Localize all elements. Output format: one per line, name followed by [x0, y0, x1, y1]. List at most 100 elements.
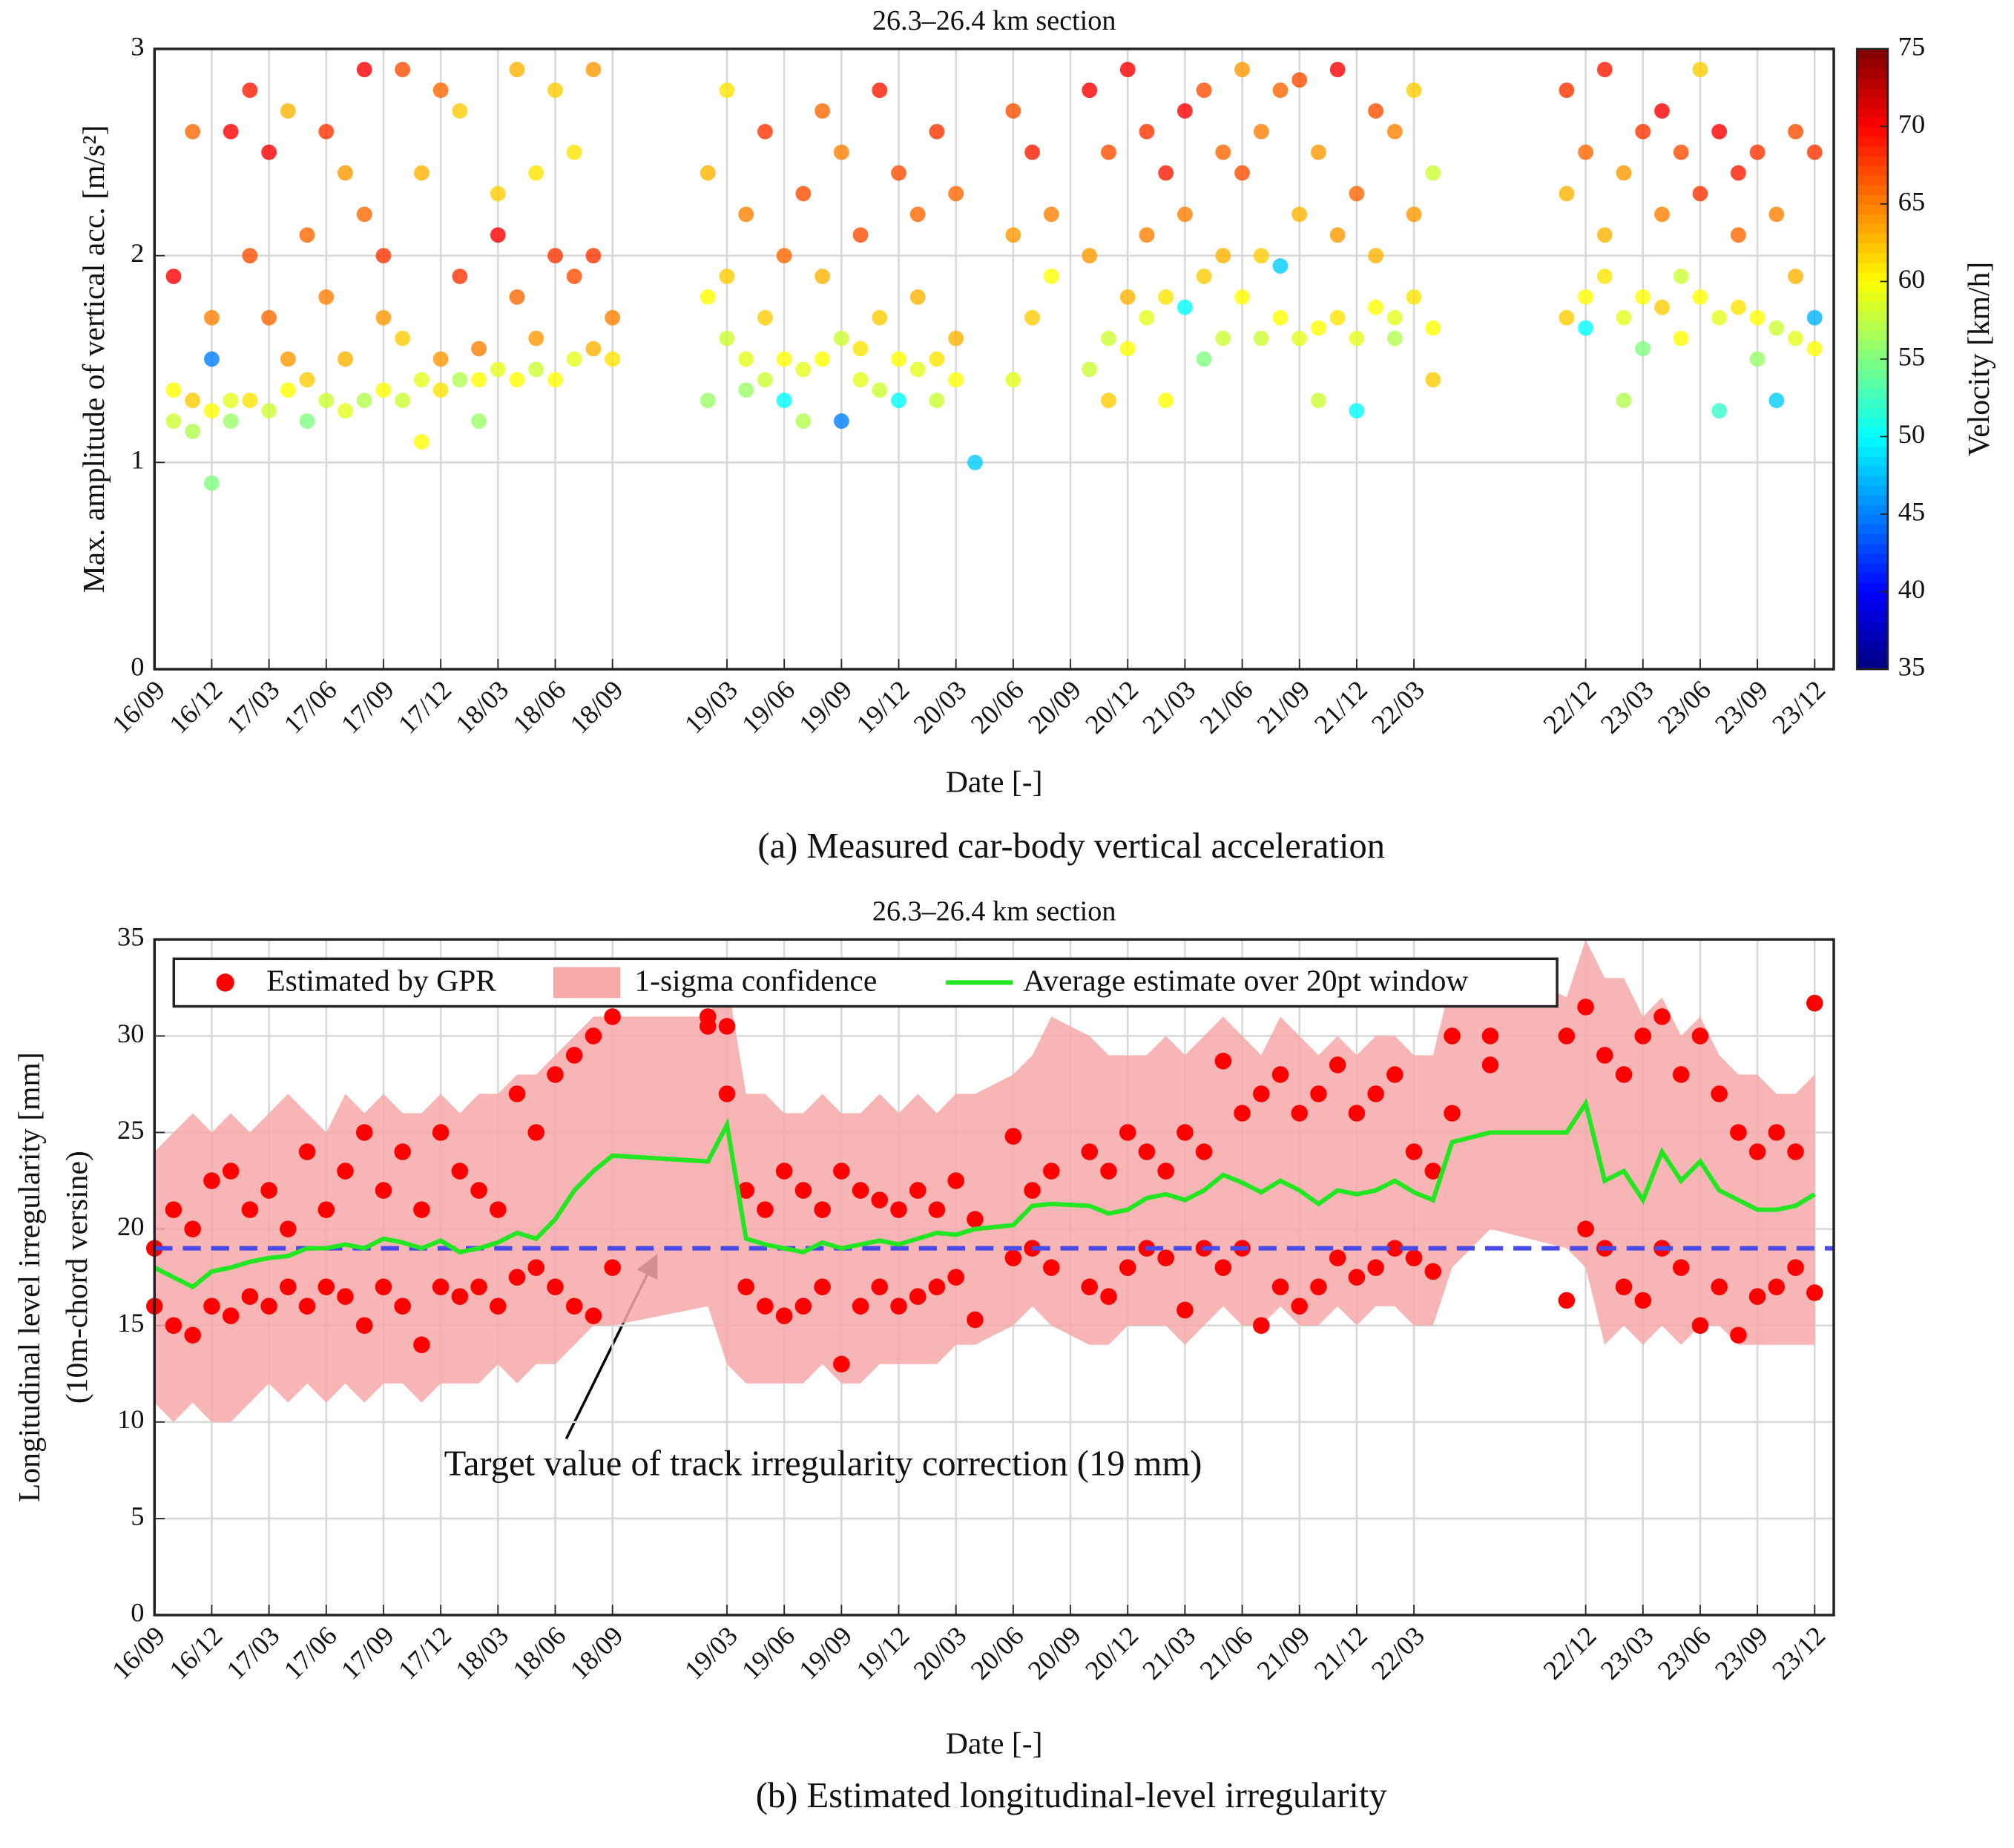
- point: [1349, 330, 1365, 346]
- point: [1635, 289, 1651, 305]
- legend-symbol: [553, 967, 621, 999]
- y-tick-label: 25: [117, 1115, 144, 1145]
- point: [470, 1182, 487, 1199]
- point: [1367, 1085, 1384, 1102]
- point: [605, 351, 621, 367]
- colorbar-slice: [1857, 339, 1888, 350]
- point: [280, 382, 296, 398]
- point: [298, 1143, 316, 1160]
- point: [1329, 62, 1346, 78]
- point: [1748, 1143, 1766, 1160]
- colorbar-slice: [1857, 582, 1888, 593]
- point: [1558, 1027, 1576, 1045]
- chart-title: 26.3–26.4 km section: [872, 895, 1116, 927]
- point: [1654, 206, 1670, 223]
- colorbar-slice: [1857, 88, 1888, 99]
- point: [967, 1311, 984, 1329]
- point: [852, 341, 869, 357]
- colorbar-slice: [1857, 107, 1888, 118]
- point: [757, 1298, 774, 1315]
- point: [1272, 258, 1289, 274]
- colorbar-slice: [1857, 398, 1888, 409]
- point: [1234, 62, 1250, 78]
- point: [890, 1201, 907, 1218]
- point: [967, 1211, 984, 1228]
- point: [299, 413, 315, 429]
- point: [719, 269, 735, 284]
- colorbar-slice: [1857, 243, 1888, 254]
- point: [222, 1307, 240, 1324]
- point: [1406, 289, 1422, 305]
- point: [528, 361, 544, 378]
- point: [1234, 165, 1250, 181]
- point: [967, 454, 983, 470]
- point: [375, 382, 392, 398]
- point: [490, 227, 506, 243]
- point: [1348, 1105, 1366, 1122]
- legend-symbol: [216, 973, 234, 992]
- point: [1311, 392, 1326, 409]
- point: [432, 82, 449, 99]
- point: [929, 123, 945, 139]
- point: [471, 413, 487, 429]
- point: [1082, 361, 1098, 378]
- x-axis-label: Date [-]: [946, 1727, 1043, 1761]
- colorbar-slice: [1857, 562, 1888, 573]
- point: [1196, 269, 1212, 284]
- point: [1691, 1027, 1709, 1045]
- point: [1616, 309, 1632, 326]
- point: [1082, 248, 1098, 264]
- plot-frame: [153, 47, 1835, 671]
- colorbar-slice: [1857, 475, 1888, 486]
- point: [852, 372, 869, 388]
- point: [1424, 1163, 1442, 1180]
- point: [1081, 1143, 1099, 1160]
- point: [1158, 392, 1174, 409]
- point: [719, 82, 735, 99]
- point: [261, 309, 277, 326]
- point: [298, 1298, 316, 1315]
- point: [1214, 1052, 1232, 1070]
- legend-label: 1-sigma confidence: [634, 964, 877, 999]
- point: [1329, 309, 1346, 326]
- y-tick-label: 20: [117, 1211, 144, 1241]
- point: [737, 1278, 755, 1295]
- point: [1806, 144, 1823, 160]
- legend-label: Average estimate over 20pt window: [1023, 964, 1468, 999]
- point: [1119, 289, 1136, 305]
- point: [1215, 144, 1231, 160]
- point: [1139, 227, 1155, 243]
- point: [1768, 1124, 1786, 1141]
- point: [794, 1298, 812, 1315]
- point: [318, 123, 335, 139]
- point: [872, 82, 888, 99]
- point: [1634, 1027, 1652, 1045]
- point: [700, 392, 716, 409]
- colorbar-slice: [1857, 184, 1888, 195]
- point: [1253, 123, 1269, 139]
- point: [1119, 1259, 1136, 1276]
- point: [1596, 269, 1613, 284]
- point: [1349, 403, 1365, 419]
- colorbar-slice: [1857, 329, 1888, 341]
- point: [1615, 1066, 1633, 1083]
- point: [1730, 1124, 1747, 1141]
- point: [1004, 1249, 1022, 1266]
- point: [1272, 309, 1289, 326]
- colorbar-slice: [1857, 514, 1888, 525]
- colorbar-slice: [1857, 233, 1888, 244]
- point: [565, 1047, 583, 1064]
- colorbar-slice: [1857, 446, 1888, 457]
- point: [528, 330, 544, 346]
- point: [1559, 82, 1575, 99]
- point: [1692, 289, 1708, 305]
- point: [1386, 330, 1403, 346]
- colorbar-slice: [1857, 659, 1888, 671]
- point: [1082, 82, 1098, 99]
- point: [337, 1163, 354, 1180]
- point: [1405, 1249, 1423, 1266]
- point: [394, 1298, 411, 1315]
- colorbar-slice: [1857, 553, 1888, 564]
- point: [509, 289, 525, 305]
